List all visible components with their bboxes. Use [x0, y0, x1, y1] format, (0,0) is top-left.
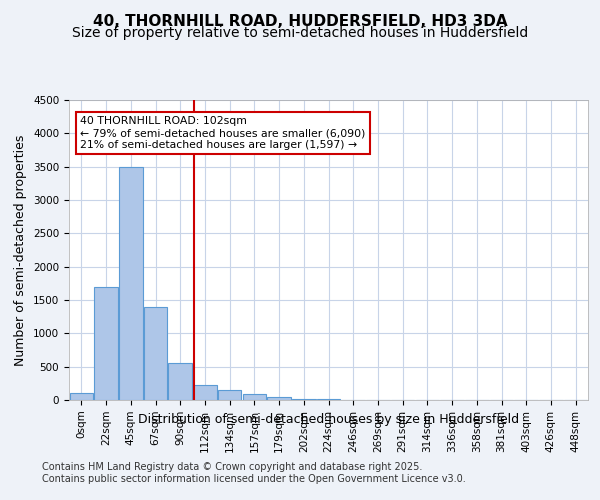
Bar — [292, 398, 316, 400]
Text: 40 THORNHILL ROAD: 102sqm
← 79% of semi-detached houses are smaller (6,090)
21% : 40 THORNHILL ROAD: 102sqm ← 79% of semi-… — [80, 116, 365, 150]
Bar — [242, 394, 266, 400]
Bar — [94, 286, 118, 400]
Text: Size of property relative to semi-detached houses in Huddersfield: Size of property relative to semi-detach… — [72, 26, 528, 40]
Bar — [218, 390, 241, 400]
Bar — [119, 166, 143, 400]
Text: Distribution of semi-detached houses by size in Huddersfield: Distribution of semi-detached houses by … — [138, 412, 520, 426]
Text: 40, THORNHILL ROAD, HUDDERSFIELD, HD3 3DA: 40, THORNHILL ROAD, HUDDERSFIELD, HD3 3D… — [92, 14, 508, 29]
Bar — [268, 397, 291, 400]
Bar — [193, 386, 217, 400]
Bar — [70, 394, 93, 400]
Bar — [169, 364, 192, 400]
Y-axis label: Number of semi-detached properties: Number of semi-detached properties — [14, 134, 28, 366]
Bar — [144, 306, 167, 400]
Text: Contains HM Land Registry data © Crown copyright and database right 2025.
Contai: Contains HM Land Registry data © Crown c… — [42, 462, 466, 484]
